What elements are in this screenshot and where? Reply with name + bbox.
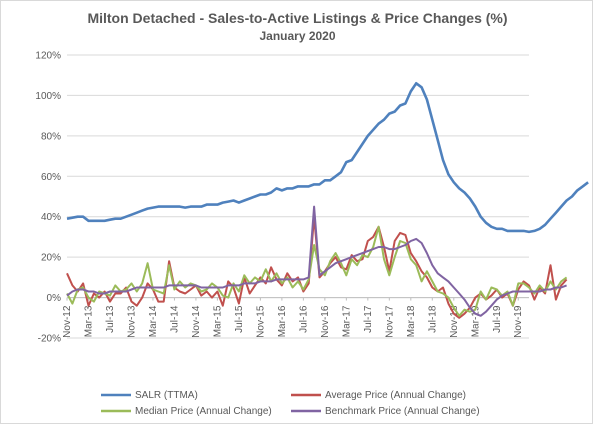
x-axis-labels: Nov-12 Mar-13 Jul-13 Nov-13 Mar-14 Jul-14 Nov-… — [62, 297, 524, 338]
x-tick-label: Mar-16 — [277, 305, 288, 337]
y-tick-label: 20% — [41, 253, 61, 264]
x-tick-label: Jul-13 — [105, 305, 116, 333]
x-tick-label: Nov-13 — [126, 305, 137, 338]
chart-title: Milton Detached - Sales-to-Active Listin… — [87, 10, 508, 26]
series-line-2 — [66, 225, 568, 317]
y-tick-label: 60% — [41, 172, 61, 183]
x-tick-label: Nov-15 — [255, 305, 266, 338]
legend-label: SALR (TTMA) — [135, 390, 198, 401]
x-tick-label: Nov-12 — [62, 305, 73, 338]
gridlines — [67, 54, 529, 339]
x-tick-label: Mar-17 — [341, 305, 352, 337]
y-tick-label: 0% — [47, 293, 62, 304]
legend-label: Average Price (Annual Change) — [325, 390, 466, 401]
x-tick-label: Nov-17 — [384, 305, 395, 338]
x-tick-label: Jul-16 — [298, 305, 309, 333]
x-tick-label: Jul-14 — [169, 305, 180, 333]
x-tick-label: Nov-16 — [320, 305, 331, 338]
x-tick-label: Nov-19 — [513, 305, 524, 338]
x-tick-label: Jul-17 — [363, 305, 374, 333]
legend: SALR (TTMA) Average Price (Annual Change)… — [101, 390, 480, 417]
series-line-0 — [66, 82, 589, 234]
y-tick-label: 80% — [41, 131, 61, 142]
y-tick-label: -20% — [38, 334, 61, 345]
x-tick-label: Jul-18 — [427, 305, 438, 333]
x-tick-label: Jul-19 — [492, 305, 503, 333]
legend-label: Benchmark Price (Annual Change) — [325, 406, 480, 417]
y-tick-label: 40% — [41, 212, 61, 223]
y-tick-label: 100% — [35, 91, 61, 102]
x-tick-label: Mar-15 — [212, 305, 223, 337]
chart-subtitle: January 2020 — [259, 29, 336, 43]
x-tick-label: Mar-18 — [406, 305, 417, 337]
x-tick-label: Jul-15 — [234, 305, 245, 333]
x-tick-label: Mar-13 — [83, 305, 94, 337]
y-axis-labels: -20% 0% 20% 40% 60% 80% 100% 120% — [35, 51, 61, 345]
x-tick-label: Mar-19 — [470, 305, 481, 337]
y-tick-label: 120% — [35, 51, 61, 62]
x-tick-label: Nov-18 — [449, 305, 460, 338]
legend-label: Median Price (Annual Change) — [135, 406, 272, 417]
series-lines — [66, 82, 589, 319]
x-tick-label: Nov-14 — [191, 305, 202, 338]
x-tick-label: Mar-14 — [148, 305, 159, 337]
series-line-3 — [66, 205, 567, 317]
